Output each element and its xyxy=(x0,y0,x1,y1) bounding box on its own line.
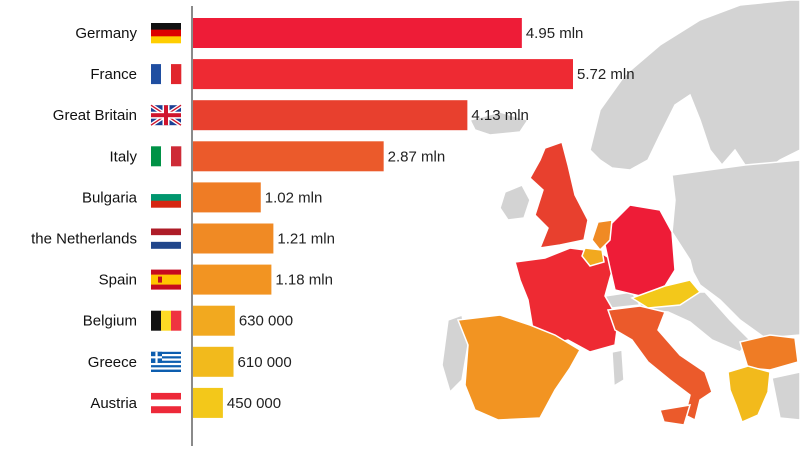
map-greece xyxy=(727,365,771,424)
map-netherlands xyxy=(591,219,613,252)
bar xyxy=(193,387,223,418)
category-label: Great Britain xyxy=(53,107,137,124)
map-spain xyxy=(456,314,582,421)
category-label: the Netherlands xyxy=(31,231,137,248)
category-label: Italy xyxy=(109,148,137,165)
bar xyxy=(193,182,261,213)
map-sicily xyxy=(659,404,692,426)
bar xyxy=(193,59,573,90)
map-belgium xyxy=(581,247,605,267)
italy-flag-icon xyxy=(151,146,182,167)
bar xyxy=(193,264,272,295)
netherlands-flag-icon xyxy=(151,228,181,249)
map-iceland xyxy=(468,111,530,136)
map-turkey xyxy=(771,371,800,421)
greece-flag-icon xyxy=(151,351,181,372)
bar xyxy=(193,141,384,172)
bulgaria-flag-icon xyxy=(151,187,181,208)
map-ireland xyxy=(499,184,531,221)
bar xyxy=(193,223,274,254)
data-label: 4.13 mln xyxy=(471,107,529,124)
spain-flag-icon xyxy=(151,269,181,290)
bar xyxy=(193,305,235,336)
germany-flag-icon xyxy=(151,23,181,44)
data-label: 450 000 xyxy=(227,395,281,412)
bar xyxy=(193,100,468,131)
map-portugal xyxy=(441,314,469,394)
data-label: 5.72 mln xyxy=(577,66,635,83)
data-label: 1.18 mln xyxy=(275,272,333,289)
category-label: France xyxy=(90,66,137,83)
data-label: 1.21 mln xyxy=(277,231,335,248)
data-label: 4.95 mln xyxy=(526,25,584,42)
category-label: Germany xyxy=(75,25,137,42)
category-label: Belgium xyxy=(83,313,137,330)
map-great-britain xyxy=(529,141,589,249)
category-label: Spain xyxy=(99,272,137,289)
france-flag-icon xyxy=(151,64,182,85)
bar xyxy=(193,346,234,377)
belgium-flag-icon xyxy=(151,310,182,331)
category-label: Austria xyxy=(90,395,137,412)
data-label: 610 000 xyxy=(238,354,292,371)
austria-flag-icon xyxy=(151,392,181,414)
map-scandinavia xyxy=(589,0,800,176)
map-sardinia xyxy=(611,349,625,388)
map-italy xyxy=(606,305,713,422)
uk-flag-icon xyxy=(149,103,183,127)
bar xyxy=(193,18,522,48)
data-label: 1.02 mln xyxy=(265,189,323,206)
data-label: 630 000 xyxy=(239,313,293,330)
category-label: Greece xyxy=(88,354,137,371)
category-label: Bulgaria xyxy=(82,189,138,206)
data-label: 2.87 mln xyxy=(388,148,446,165)
